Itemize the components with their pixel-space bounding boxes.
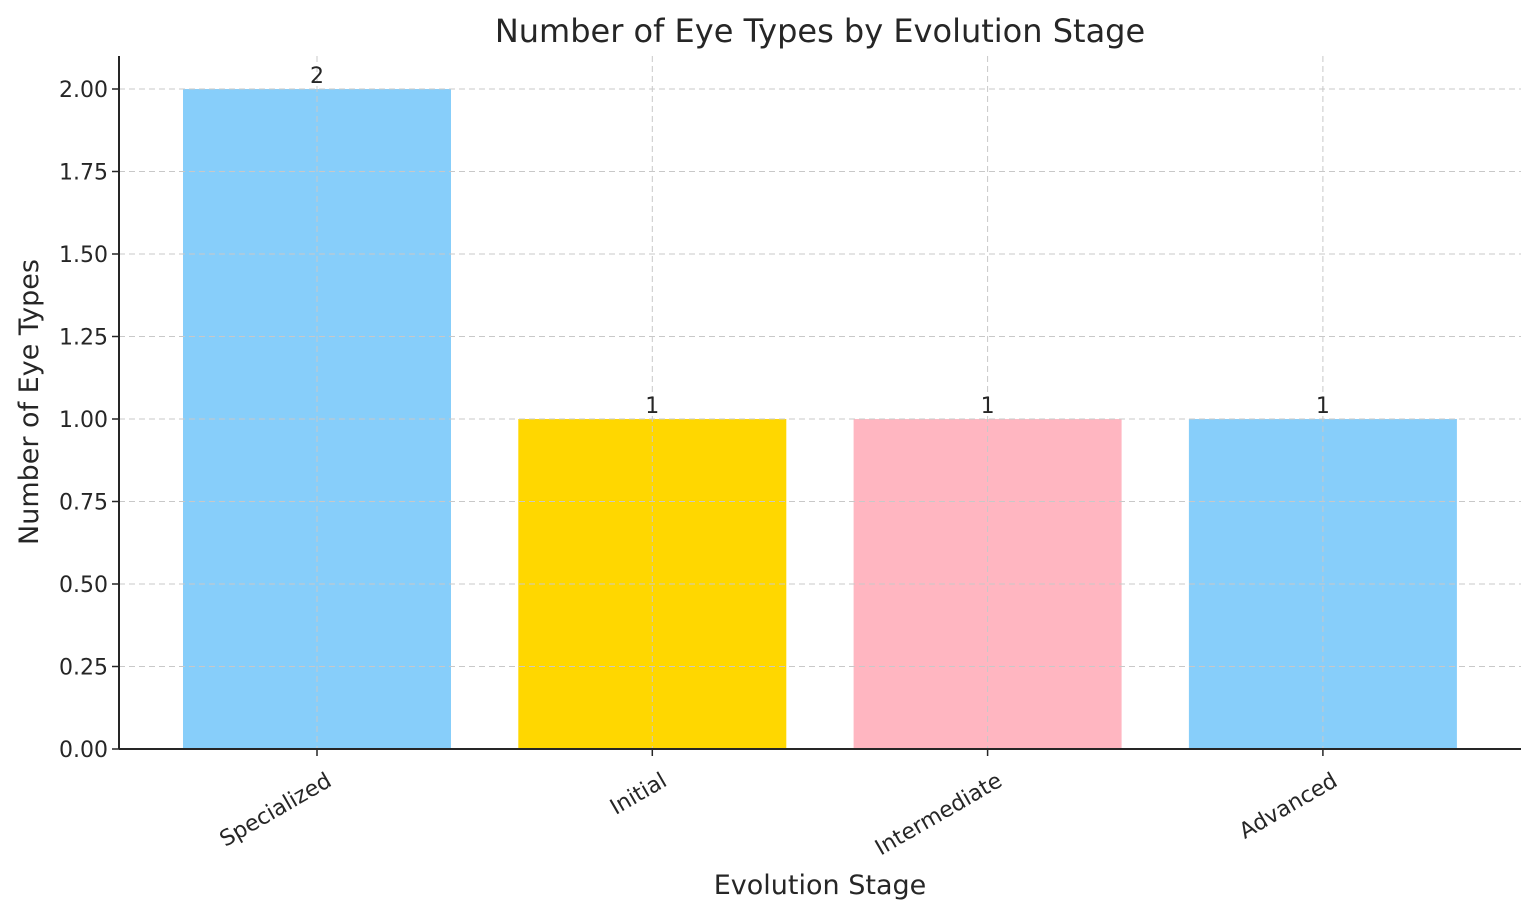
x-axis-title: Evolution Stage bbox=[714, 870, 927, 901]
x-tick-label-initial: Initial bbox=[606, 768, 671, 820]
chart-title: Number of Eye Types by Evolution Stage bbox=[495, 12, 1145, 50]
y-tick-label: 1.75 bbox=[59, 161, 108, 186]
axes bbox=[112, 56, 1521, 756]
data-label: 1 bbox=[645, 394, 659, 419]
x-tick-label-specialized: Specialized bbox=[216, 768, 336, 852]
y-tick-label: 0.00 bbox=[59, 738, 108, 763]
y-tick-label: 0.25 bbox=[59, 656, 108, 681]
grid bbox=[119, 56, 1521, 749]
y-tick-label: 1.25 bbox=[59, 326, 108, 351]
data-label: 1 bbox=[1316, 394, 1330, 419]
data-label: 1 bbox=[981, 394, 995, 419]
y-tick-label: 0.50 bbox=[59, 573, 108, 598]
y-tick-label: 0.75 bbox=[59, 491, 108, 516]
bar-intermediate bbox=[853, 419, 1122, 749]
y-tick-label: 1.50 bbox=[59, 243, 108, 268]
y-tick-label: 2.00 bbox=[59, 78, 108, 103]
x-tick-label-advanced: Advanced bbox=[1235, 768, 1342, 844]
y-tick-label: 1.00 bbox=[59, 408, 108, 433]
x-tick-label-intermediate: Intermediate bbox=[871, 768, 1006, 861]
data-label: 2 bbox=[310, 64, 324, 89]
y-axis-title: Number of Eye Types bbox=[14, 259, 45, 545]
